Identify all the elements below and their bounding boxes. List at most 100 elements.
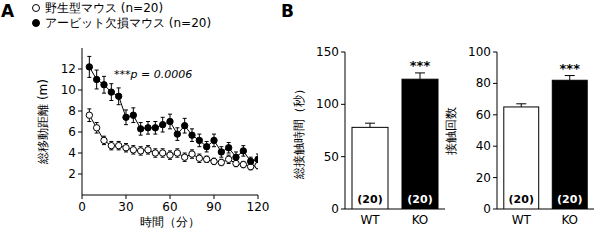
marker: [145, 125, 151, 131]
error-cap: [102, 93, 106, 94]
error-cap: [227, 155, 231, 156]
marker: [174, 131, 180, 137]
error-cap: [183, 161, 187, 162]
error-cap: [95, 133, 99, 134]
x-tick: [258, 195, 259, 199]
y-tick-label: 2: [68, 167, 76, 181]
error-cap: [190, 158, 194, 159]
error-cap: [153, 121, 157, 122]
error-cap: [87, 56, 91, 57]
y-tick: [493, 114, 497, 115]
error-cap: [124, 143, 128, 144]
marker: [218, 149, 224, 155]
marker: [255, 162, 258, 168]
error-cap: [197, 134, 201, 135]
error-cap: [146, 145, 150, 146]
marker: [123, 114, 129, 120]
marker: [130, 147, 136, 153]
plot-area: [352, 73, 438, 209]
y-tick-label: 20: [476, 171, 491, 185]
error-bar: [565, 76, 575, 81]
marker: [159, 150, 165, 156]
y-axis-label: 接触回数: [444, 107, 458, 155]
legend-label: 野生型マウス (n=20): [45, 1, 163, 15]
marker: [108, 89, 114, 95]
y-tick: [341, 156, 345, 157]
y-tick: [78, 69, 82, 70]
error-cap: [153, 148, 157, 149]
y-tick-label: 8: [68, 104, 76, 118]
error-cap: [183, 133, 187, 134]
y-tick: [493, 146, 497, 147]
error-cap: [168, 150, 172, 151]
error-cap: [227, 153, 231, 154]
error-cap: [124, 151, 128, 152]
error-cap: [249, 157, 253, 158]
error-cap: [175, 157, 179, 158]
error-cap: [190, 141, 194, 142]
marker: [240, 161, 246, 167]
marker: [167, 152, 173, 158]
x-tick-label: 90: [206, 200, 221, 214]
marker: [196, 137, 202, 143]
marker: [93, 125, 99, 131]
y-tick-label: 100: [468, 45, 491, 59]
error-cap: [153, 134, 157, 135]
marker: [137, 148, 143, 154]
y-tick-label: 4: [68, 146, 76, 160]
marker: [181, 123, 187, 129]
y-tick: [78, 132, 82, 133]
x-tick-label: WT: [360, 213, 380, 227]
marker: [101, 137, 107, 143]
error-cap: [212, 134, 216, 135]
error-cap: [117, 141, 121, 142]
error-cap: [197, 162, 201, 163]
marker: [181, 154, 187, 160]
y-tick: [493, 209, 497, 210]
error-cap: [146, 134, 150, 135]
marker: [159, 121, 165, 127]
y-tick: [78, 153, 82, 154]
error-cap: [131, 122, 135, 123]
error-cap: [102, 144, 106, 145]
y-tick-label: 40: [476, 139, 491, 153]
x-tick: [82, 195, 83, 199]
marker: [203, 156, 209, 162]
error-cap: [197, 146, 201, 147]
error-cap: [190, 149, 194, 150]
error-cap: [117, 104, 121, 105]
annotation: ***: [410, 58, 431, 73]
x-tick: [214, 195, 215, 199]
y-tick: [493, 177, 497, 178]
annotation: ***p = 0.0006: [114, 68, 192, 81]
error-bar: [415, 73, 425, 79]
error-cap: [153, 157, 157, 158]
error-cap: [241, 145, 245, 146]
panel-label: B: [281, 1, 294, 21]
error-cap: [168, 159, 172, 160]
y-tick-label: 0: [483, 202, 491, 216]
error-cap: [168, 128, 172, 129]
error-cap: [87, 77, 91, 78]
y-tick-label: 10: [61, 83, 76, 97]
labels: WT(20)KO(20)***: [357, 58, 432, 227]
marker: [101, 82, 107, 88]
y-tick-label: 0: [331, 202, 339, 216]
n-label: (20): [407, 193, 432, 206]
error-cap: [139, 155, 143, 156]
plot-area: [504, 76, 587, 209]
marker: [247, 158, 253, 164]
plot-area: [86, 56, 258, 169]
error-cap: [227, 142, 231, 143]
y-tick: [493, 52, 497, 53]
marker: [225, 156, 231, 162]
y-tick-label: 6: [68, 125, 76, 139]
error-cap: [95, 70, 99, 71]
y-axis-label: 総移動距離 (m): [36, 79, 50, 165]
marker: [123, 145, 129, 151]
y-tick: [78, 111, 82, 112]
series-line: [89, 115, 258, 166]
y-tick: [78, 174, 82, 175]
n-label: (20): [557, 193, 582, 206]
x-tick-label: KO: [561, 213, 578, 227]
